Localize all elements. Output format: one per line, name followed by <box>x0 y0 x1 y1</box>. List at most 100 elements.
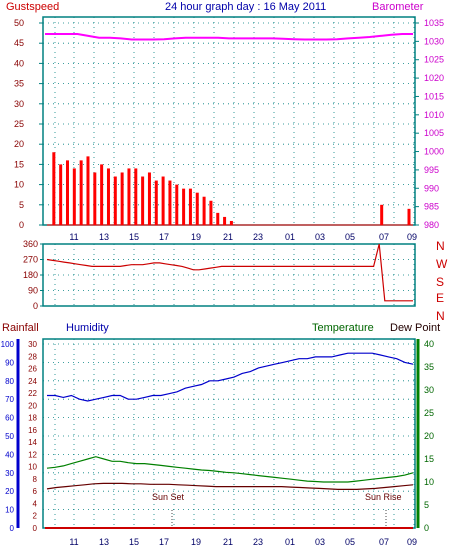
left-tick-label: 0 <box>19 220 24 230</box>
x-tick-label: 17 <box>159 232 169 242</box>
humidity-tick-label: 18 <box>28 414 37 423</box>
wind-direction-panel: 0 90 180 270 360 N W S E N <box>23 239 448 323</box>
right-tick-label: 1030 <box>424 36 444 46</box>
panel-frame <box>42 338 416 529</box>
temperature-axis-ticks: 0 5 10 15 20 25 30 35 40 <box>416 339 434 533</box>
direction-tick-label: 270 <box>23 255 38 265</box>
x-tick-label: 03 <box>315 537 325 547</box>
humidity-tick-label: 30 <box>28 340 37 349</box>
x-tick-label: 01 <box>285 232 295 242</box>
compass-n-top: N <box>436 239 445 253</box>
sunset-label: Sun Set <box>152 492 185 502</box>
series-group <box>45 33 413 226</box>
humidity-line <box>47 352 414 402</box>
temperature-tick-label: 10 <box>424 477 434 487</box>
direction-tick-label: 90 <box>28 286 38 296</box>
grid <box>43 339 415 528</box>
temperature-tick-label: 25 <box>424 408 434 418</box>
temperature-tick-label: 20 <box>424 431 434 441</box>
right-tick-label: 980 <box>424 220 439 230</box>
right-tick-label: 1035 <box>424 18 444 28</box>
direction-tick-label: 180 <box>23 270 38 280</box>
humidity-tick-label: 12 <box>28 450 37 459</box>
x-tick-label: 17 <box>159 537 169 547</box>
compass-e: E <box>436 291 444 305</box>
rain-tick-label: 60 <box>5 414 14 423</box>
left-axis-ticks: 0 90 180 270 360 <box>23 239 43 311</box>
compass-s: S <box>436 275 444 289</box>
left-tick-label: 35 <box>14 79 24 89</box>
humidity-tick-label: 26 <box>28 365 37 374</box>
temperature-label: Temperature <box>312 322 374 334</box>
x-tick-label: 19 <box>191 537 201 547</box>
compass-w: W <box>436 257 448 271</box>
x-tick-label: 13 <box>99 232 109 242</box>
temperature-tick-label: 0 <box>424 523 429 533</box>
rain-tick-label: 100 <box>1 340 15 349</box>
humidity-tick-label: 10 <box>28 463 37 472</box>
humidity-tick-label: 28 <box>28 352 37 361</box>
barometer-label: Barometer <box>372 1 424 13</box>
left-tick-label: 20 <box>14 139 24 149</box>
series-group <box>45 352 414 529</box>
right-tick-label: 1015 <box>424 91 444 101</box>
x-tick-label: 03 <box>315 232 325 242</box>
rain-tick-label: 0 <box>10 524 15 533</box>
gustspeed-label: Gustspeed <box>6 1 59 13</box>
humidity-tick-label: 14 <box>28 438 37 447</box>
rain-tick-label: 20 <box>5 487 14 496</box>
right-tick-label: 990 <box>424 183 439 193</box>
panel-frame <box>42 16 416 226</box>
rain-tick-label: 70 <box>5 395 14 404</box>
left-tick-label: 45 <box>14 38 24 48</box>
right-tick-label: 1000 <box>424 147 444 157</box>
x-tick-label: 21 <box>223 232 233 242</box>
rain-tick-label: 90 <box>5 358 14 367</box>
graph-title: 24 hour graph day : 16 May 2011 <box>165 1 326 13</box>
compass-n-bottom: N <box>436 309 445 323</box>
sunrise-label: Sun Rise <box>365 492 402 502</box>
humidity-tick-label: 6 <box>33 487 38 496</box>
x-tick-label: 23 <box>253 232 263 242</box>
humidity-tick-label: 22 <box>28 389 37 398</box>
humidity-label: Humidity <box>66 322 109 334</box>
humidity-tick-label: 24 <box>28 377 37 386</box>
left-tick-label: 15 <box>14 159 24 169</box>
temperature-tick-label: 40 <box>424 339 434 349</box>
x-tick-label: 11 <box>69 537 78 547</box>
grid <box>43 17 415 225</box>
rain-tick-label: 40 <box>5 450 14 459</box>
x-tick-label: 15 <box>129 537 139 547</box>
x-tick-label: 05 <box>345 232 355 242</box>
humidity-tick-label: 8 <box>33 475 38 484</box>
x-tick-label: 15 <box>129 232 139 242</box>
humidity-tick-label: 0 <box>33 524 38 533</box>
right-tick-label: 995 <box>424 165 439 175</box>
right-tick-label: 1025 <box>424 55 444 65</box>
left-tick-label: 30 <box>14 99 24 109</box>
rain-tick-label: 50 <box>5 432 14 441</box>
x-tick-label: 09 <box>407 232 417 242</box>
series-group <box>46 243 413 302</box>
grid <box>43 244 415 306</box>
right-tick-label: 1005 <box>424 128 444 138</box>
right-tick-label: 1010 <box>424 110 444 120</box>
barometer-line <box>45 33 413 41</box>
x-axis-ticks: 11 13 15 17 19 21 23 01 03 05 07 09 <box>69 232 417 242</box>
humidity-tick-label: 20 <box>28 401 37 410</box>
right-tick-label: 1020 <box>424 73 444 83</box>
left-tick-label: 10 <box>14 180 24 190</box>
rainfall-label: Rainfall <box>2 322 39 334</box>
humidity-tick-label: 4 <box>33 499 38 508</box>
wind-direction-line <box>46 243 413 302</box>
humidity-tick-label: 2 <box>33 512 38 521</box>
temperature-tick-label: 5 <box>424 500 429 510</box>
direction-tick-label: 360 <box>23 239 38 249</box>
x-tick-label: 01 <box>285 537 295 547</box>
x-tick-label: 11 <box>69 232 78 242</box>
dewpoint-label: Dew Point <box>390 322 440 334</box>
x-tick-label: 21 <box>223 537 233 547</box>
